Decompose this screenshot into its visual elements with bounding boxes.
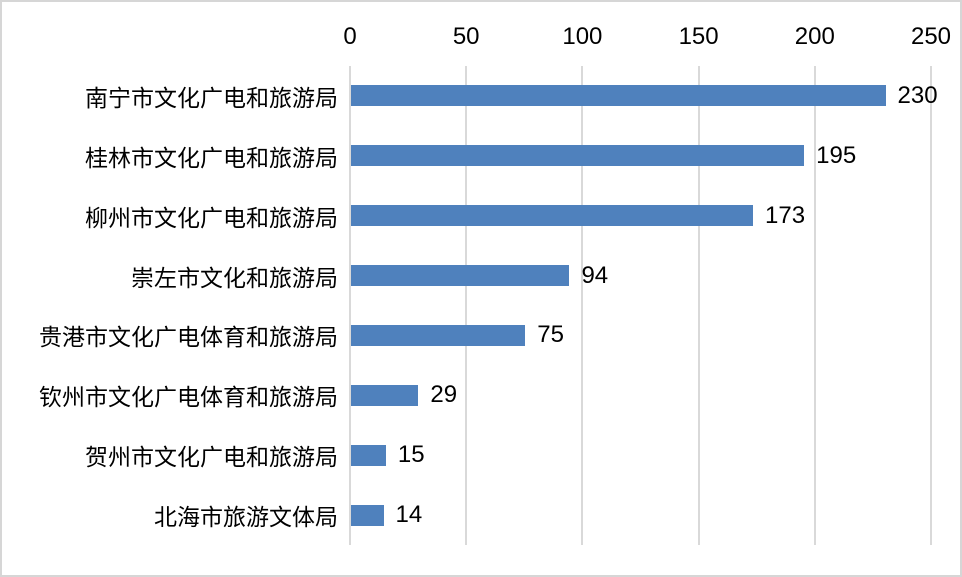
x-axis-tick-label: 50	[452, 23, 480, 50]
gridline	[813, 66, 816, 545]
category-label: 柳州市文化广电和旅游局	[85, 204, 338, 231]
bar	[351, 324, 526, 346]
gridline	[349, 66, 351, 545]
bar	[351, 205, 754, 227]
bar-value-label: 173	[765, 201, 806, 229]
category-label: 贺州市文化广电和旅游局	[85, 444, 338, 471]
gridline	[581, 66, 584, 545]
bar-value-label: 195	[816, 141, 857, 169]
bar	[351, 444, 386, 466]
category-label: 桂林市文化广电和旅游局	[85, 144, 338, 171]
bar	[351, 145, 805, 167]
bar-value-label: 29	[430, 381, 458, 409]
gridline	[697, 66, 700, 545]
bar-value-label: 14	[395, 501, 423, 529]
category-label: 钦州市文化广电体育和旅游局	[39, 384, 338, 411]
gridline	[930, 66, 932, 545]
x-axis-tick-label: 0	[343, 23, 357, 50]
bar-value-label: 94	[581, 261, 609, 289]
bar	[351, 265, 570, 287]
category-label: 北海市旅游文体局	[154, 504, 338, 531]
bar-value-label: 15	[397, 441, 425, 469]
bar	[351, 85, 886, 107]
category-label: 贵港市文化广电体育和旅游局	[39, 324, 338, 351]
category-label: 崇左市文化和旅游局	[131, 264, 338, 291]
bar	[351, 504, 384, 526]
x-axis-tick-label: 100	[562, 23, 603, 50]
bar	[351, 384, 419, 406]
x-axis-tick-label: 200	[794, 23, 835, 50]
gridline	[465, 66, 468, 545]
bar-value-label: 75	[537, 321, 564, 349]
category-label: 南宁市文化广电和旅游局	[85, 84, 338, 111]
bar-value-label: 230	[897, 81, 938, 109]
x-axis-tick-label: 250	[910, 23, 952, 50]
x-axis-tick-label: 150	[678, 23, 719, 50]
